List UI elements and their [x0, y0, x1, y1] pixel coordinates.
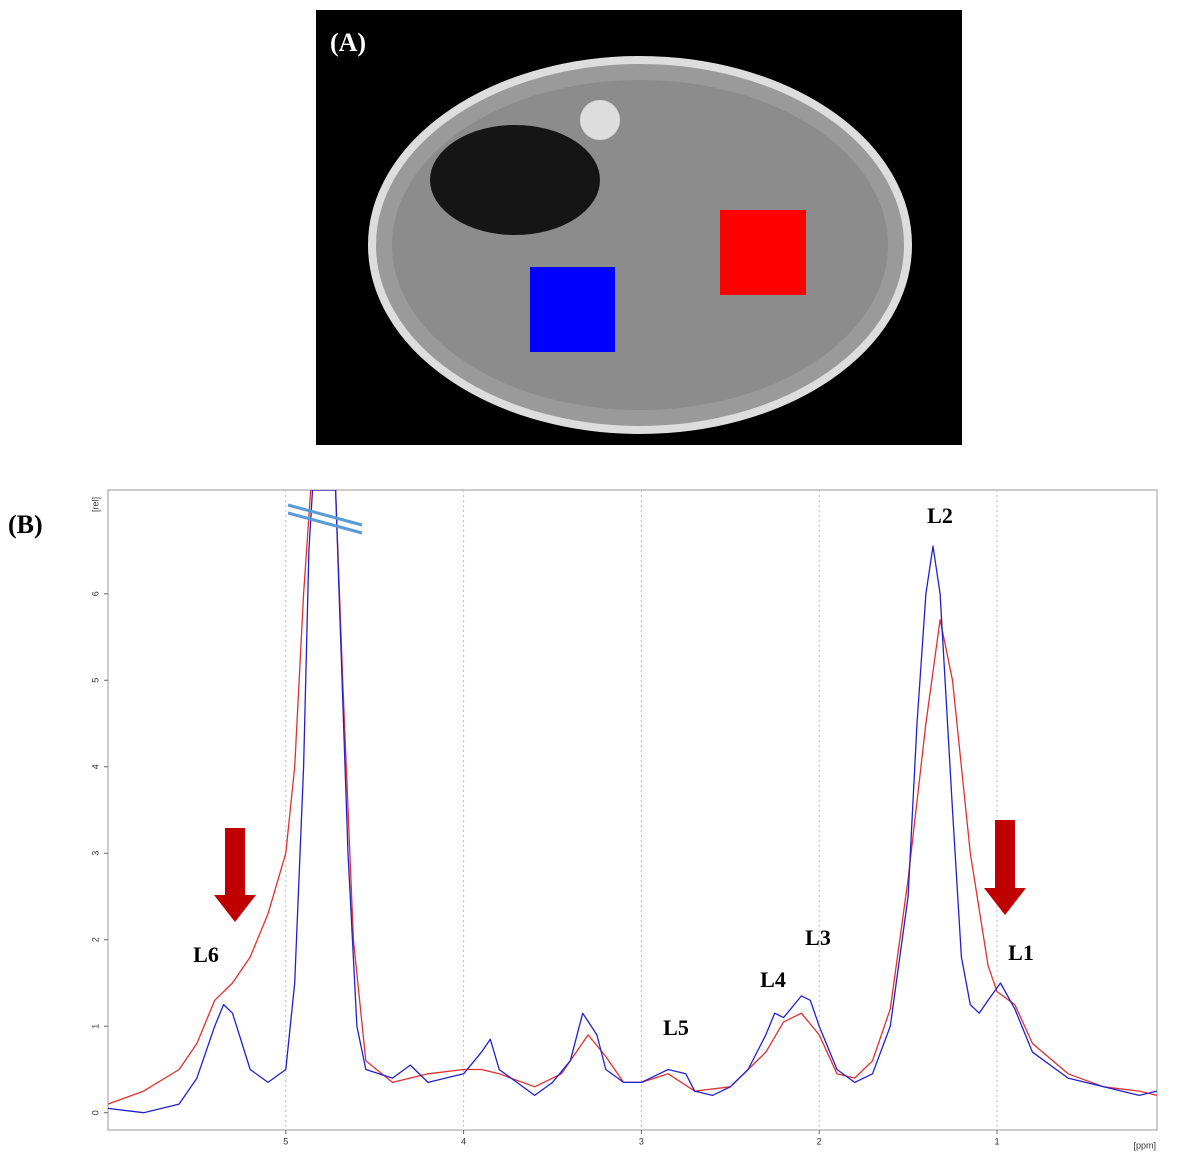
peak-label: L5 — [663, 1015, 689, 1040]
mri-stomach — [430, 125, 600, 235]
x-tick-label: 2 — [817, 1136, 822, 1146]
break-mark — [287, 511, 363, 535]
spectrum-line — [108, 490, 1157, 1105]
plot-frame — [107, 489, 1158, 1131]
peak-label: L6 — [193, 942, 219, 967]
peak-label: L3 — [805, 925, 831, 950]
y-tick-label: 4 — [90, 764, 100, 769]
y-tick-label: 5 — [90, 678, 100, 683]
x-tick-label: 1 — [994, 1136, 999, 1146]
peak-label: L4 — [760, 967, 786, 992]
y-axis-unit: [rel] — [90, 497, 100, 512]
mri-spine — [580, 100, 620, 140]
peak-label: L2 — [927, 503, 953, 528]
roi-red — [720, 210, 806, 295]
peak-label: L1 — [1008, 940, 1034, 965]
mri-liver — [392, 80, 888, 410]
arrow — [214, 828, 256, 922]
y-tick-label: 2 — [90, 937, 100, 942]
break-mark — [287, 503, 363, 527]
panel-label: (B) — [8, 510, 43, 539]
roi-blue — [530, 267, 615, 352]
y-tick-label: 6 — [90, 591, 100, 596]
y-tick-label: 3 — [90, 851, 100, 856]
panel-label: (A) — [330, 28, 366, 57]
arrow — [984, 820, 1026, 915]
y-tick-label: 0 — [90, 1110, 100, 1115]
x-tick-label: 5 — [283, 1136, 288, 1146]
x-axis-unit: [ppm] — [1133, 1140, 1156, 1150]
spectrum-line — [108, 490, 1157, 1114]
y-tick-label: 1 — [90, 1024, 100, 1029]
x-tick-label: 3 — [639, 1136, 644, 1146]
x-tick-label: 4 — [461, 1136, 466, 1146]
